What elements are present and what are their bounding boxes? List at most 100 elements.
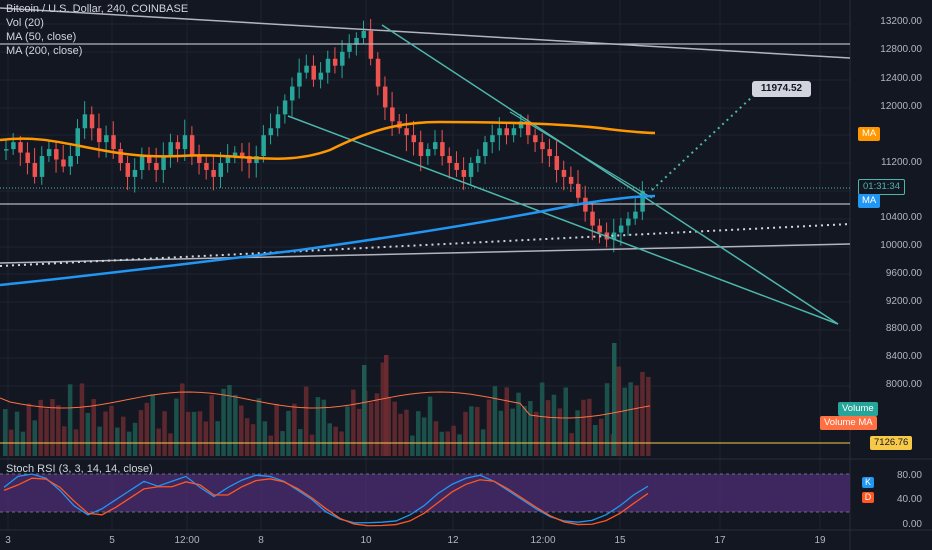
candle-body [182,135,188,150]
volume-bar [138,410,144,456]
time-tick: 12:00 [530,535,556,546]
volume-bar [551,394,557,456]
wedge-lower-line [287,115,839,325]
volume-bar [374,393,380,456]
candle-body [297,72,302,87]
volume-bar [404,409,409,456]
ma200-line [0,194,656,287]
volume-bar [616,366,622,456]
volume-bar [569,433,574,456]
volume-bar [386,396,391,456]
volume-bar [221,388,226,456]
volume-bar [303,386,309,456]
candle-body [304,65,309,73]
stoch-d-tag: D [862,492,874,503]
candle-body [25,152,30,163]
price-tick: 13200.00 [880,16,922,27]
volume-bar [410,435,415,456]
candle-body [89,114,95,129]
candle-body [404,128,409,136]
candle-body [68,156,73,167]
candle-body [347,44,352,52]
volume-bar [97,426,102,456]
candle-body [261,135,266,157]
candle-body [597,225,602,233]
ma200-legend[interactable]: MA (200, close) [6,45,83,57]
price-target-callout[interactable]: 11974.52 [752,81,811,97]
volume-bar [581,399,586,456]
candle-body [318,72,324,80]
volume-bar [640,371,645,456]
candle-body [211,169,216,177]
candle-body [218,163,223,177]
volume-bar [504,387,509,456]
symbol-title[interactable]: Bitcoin / U.S. Dollar, 240, COINBASE [6,3,189,15]
volume-bar [85,412,91,456]
stoch-d-line [3,477,649,527]
price-tick: 9600.00 [885,268,922,279]
volume-bar [593,424,598,456]
volume-bar [185,411,191,456]
candle-body [475,156,481,163]
candle-body [118,149,123,163]
volume-bar [197,411,203,456]
rsi-tick: 80.00 [896,470,922,481]
candle-body [282,100,288,115]
countdown-tag: 01:31:34 [858,179,905,195]
volume-bar [598,418,604,456]
candle-body [361,30,366,38]
candle-body [433,142,438,150]
volume-bar [268,435,273,456]
candle-body [18,142,23,153]
candle-body [125,163,131,177]
candle-body [511,128,517,136]
rsi-tick: 40.00 [896,494,922,505]
candle-body [497,128,502,136]
volume-bar [433,421,439,456]
volume-bar [115,427,120,456]
candle-body [418,142,424,157]
volume-bar [286,410,291,456]
candle-body [368,30,374,59]
candle-body [561,169,567,177]
candle-body [82,114,88,129]
candle-body [311,65,316,80]
volume-bar [168,433,173,456]
ma50-legend[interactable]: MA (50, close) [6,31,77,43]
candle-body [189,135,195,157]
candle-body [204,163,209,170]
candle-body [132,169,138,177]
volume-bar [38,399,43,456]
volume-bar [309,434,315,456]
vol-legend[interactable]: Vol (20) [6,17,44,29]
ma50-price-tag: MA [858,127,881,141]
volume-bar [498,410,504,456]
volume-bar [26,403,32,456]
volume-bar [191,411,197,456]
wedge-inner-line [509,111,653,199]
volume-bar [292,403,297,456]
volume-bar [244,418,250,456]
price-tick: 8800.00 [885,323,922,334]
volume-bar [628,382,633,456]
volume-bar [492,386,498,456]
volume-bar [398,413,403,456]
volume-bar [14,411,20,456]
volume-bar [315,397,321,456]
candle-body [104,135,109,143]
volume-bar [327,423,332,456]
candle-body [626,218,631,226]
volume-bar [563,387,568,456]
candle-body [325,58,331,73]
stoch-rsi-legend[interactable]: Stoch RSI (3, 3, 14, 14, close) [6,463,153,475]
volume-bar [121,416,126,456]
price-tick: 12400.00 [880,73,922,84]
time-tick: 10 [360,535,372,546]
volume-bar [392,401,397,456]
candle-body [46,149,52,157]
volume-bar [445,431,450,456]
candle-body [175,142,181,150]
volume-bar [368,402,374,456]
price-tick: 11200.00 [881,157,922,168]
